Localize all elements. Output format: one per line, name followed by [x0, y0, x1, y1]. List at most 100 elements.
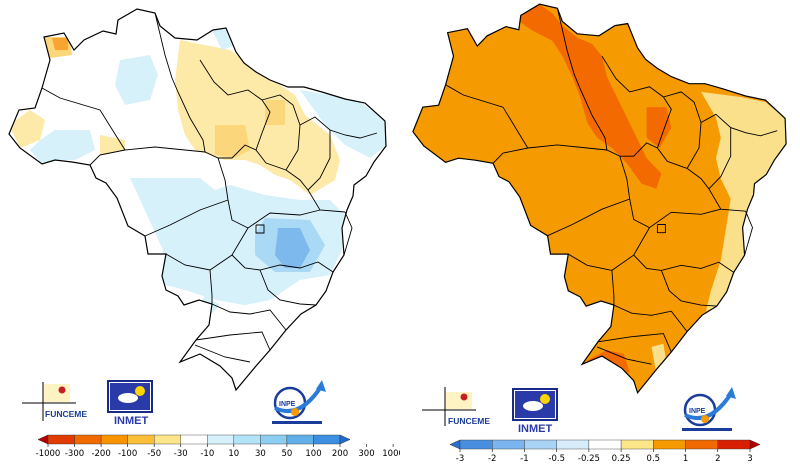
colorbar-end — [749, 439, 761, 450]
funceme-label: FUNCEME — [45, 409, 87, 419]
colorbar-segment — [524, 439, 557, 450]
colorbar-segment — [74, 434, 102, 445]
state-border — [686, 168, 710, 190]
state-border — [211, 303, 287, 331]
anomaly-region — [30, 130, 95, 164]
state-border — [89, 154, 101, 166]
state-border — [231, 254, 334, 273]
state-border — [195, 331, 271, 351]
colorbar-tick-label: -1 — [520, 454, 528, 464]
anomaly-region — [646, 107, 672, 148]
colorbar-segment — [47, 434, 75, 445]
state-borders — [445, 8, 778, 365]
colorbar-tick-label: -2 — [488, 454, 496, 464]
anomaly-region — [542, 278, 563, 301]
colorbar-tick-label: 300 — [358, 449, 374, 459]
colorbar-end — [449, 439, 461, 450]
state-border — [217, 157, 321, 229]
colorbar-tick-label: -300 — [65, 449, 84, 459]
colorbar-tick-label: -200 — [91, 449, 110, 459]
colorbar-tick-label: 50 — [281, 449, 292, 459]
sun-dot-icon — [58, 386, 66, 394]
inpe-label: INPE — [279, 401, 296, 408]
state-border — [255, 224, 265, 234]
colorbar-segment — [588, 439, 622, 450]
state-border — [619, 156, 721, 229]
temperature-colorbar: -3 -2 -1 -0.5 -0.25 0.25 0.5 1 2 3 — [449, 439, 761, 464]
anomaly-region — [701, 91, 787, 312]
colorbar-segment — [685, 439, 718, 450]
colorbar-tick-label: 200 — [332, 449, 348, 459]
inpe-logo: INPE — [682, 387, 736, 431]
state-border — [613, 304, 688, 332]
state-border — [656, 224, 666, 234]
anomaly-region — [300, 90, 386, 158]
colorbar-tick-label: -50 — [147, 449, 161, 459]
state-border — [660, 270, 717, 307]
anomaly-region — [212, 28, 236, 50]
state-border — [285, 169, 309, 191]
state-border — [633, 254, 734, 273]
anomaly-region — [52, 38, 68, 50]
anomaly-region — [517, 4, 662, 189]
colorbar-segment — [286, 434, 314, 445]
state-border — [445, 84, 529, 149]
state-border — [556, 8, 608, 151]
state-border — [596, 346, 652, 365]
inmet-logo: INMET — [107, 380, 153, 427]
state-border — [708, 127, 746, 212]
colorbar-tick-label: -30 — [174, 449, 188, 459]
funceme-logo: FUNCEME — [22, 382, 87, 421]
brazil-outline — [8, 8, 387, 392]
sun-dot-icon — [460, 393, 468, 401]
state-border — [502, 142, 668, 162]
colorbar-segment — [459, 439, 493, 450]
anomaly-region — [9, 110, 45, 148]
state-border — [492, 152, 504, 164]
state-border — [99, 144, 267, 164]
inpe-label: INPE — [689, 408, 706, 415]
colorbar-tick-label: 10 — [228, 449, 239, 459]
state-border — [547, 198, 630, 237]
colorbar-segment — [492, 439, 525, 450]
state-border — [144, 199, 229, 237]
state-border — [41, 87, 126, 151]
colorbar-tick-label: -1000 — [36, 449, 61, 459]
precipitation-anomaly-panel: FUNCEME INMET INPE -1000 -300 -200 -100 -50 -… — [8, 8, 400, 459]
colorbar-segment — [153, 434, 181, 445]
anomaly-region — [265, 100, 285, 125]
cloud-icon — [118, 393, 138, 403]
inmet-logo: INMET — [512, 388, 558, 435]
sun-icon — [135, 386, 145, 396]
state-border — [199, 59, 271, 151]
colorbar-segment — [556, 439, 590, 450]
inmet-label: INMET — [114, 415, 149, 427]
state-border — [209, 269, 213, 304]
state-border — [744, 211, 753, 256]
colorbar-segment — [260, 434, 288, 445]
colorbar-tick-label: -100 — [118, 449, 137, 459]
inpe-logo: INPE — [272, 380, 326, 424]
temperature-anomaly-map: FUNCEME INMET INPE -3 -2 -1 -0.5 -0.25 0.25 0.… — [412, 3, 787, 464]
state-border — [194, 344, 251, 363]
funceme-label: FUNCEME — [448, 416, 490, 426]
colorbar-segment — [620, 439, 654, 450]
anomaly-region — [215, 125, 250, 158]
colorbar-tick-label: 3 — [747, 454, 752, 464]
colorbar-tick-label: 30 — [255, 449, 266, 459]
anomaly-region — [275, 228, 310, 268]
colorbar-end — [37, 434, 49, 445]
anomaly-region — [115, 55, 158, 105]
colorbar-tick-label: -3 — [456, 454, 464, 464]
inmet-label: INMET — [518, 423, 553, 435]
anomaly-region — [175, 40, 340, 195]
state-border — [601, 55, 672, 149]
sun-icon — [540, 394, 550, 404]
colorbar-tick-label: 0.5 — [647, 454, 661, 464]
brazil-outline — [412, 3, 787, 395]
colorbar-segment — [653, 439, 686, 450]
precipitation-anomaly-map: FUNCEME INMET INPE -1000 -300 -200 -100 -50 -… — [8, 8, 400, 459]
anomaly-region — [651, 343, 667, 375]
colorbar-tick-label: -0.25 — [578, 454, 600, 464]
colorbar-segment — [233, 434, 261, 445]
